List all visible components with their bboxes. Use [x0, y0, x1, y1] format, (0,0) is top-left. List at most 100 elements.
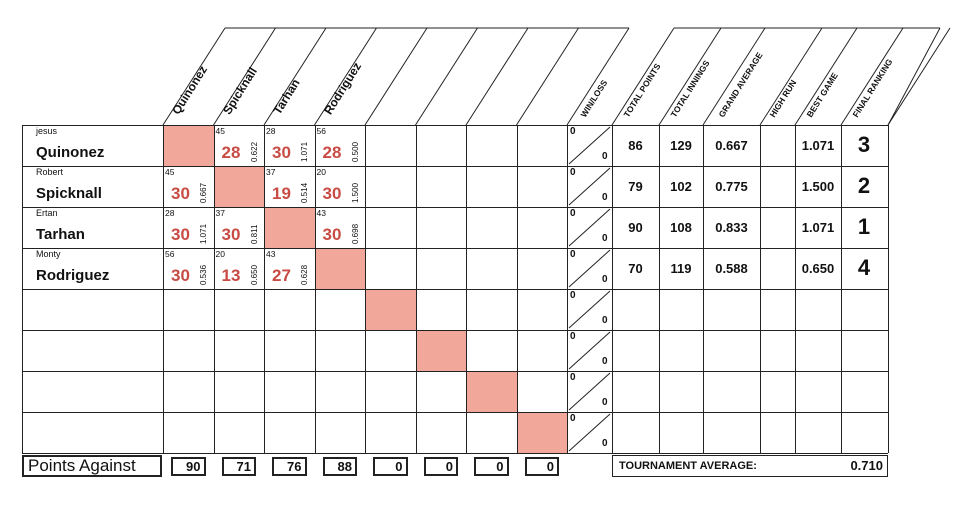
grid-line-h — [22, 248, 888, 249]
game-innings: 45 — [165, 167, 175, 177]
diagonal-cell — [466, 371, 517, 412]
header-slant — [263, 27, 327, 126]
game-average: 1.500 — [350, 182, 360, 203]
grid-line-v — [264, 125, 265, 453]
win-loss-slash — [568, 208, 611, 247]
points-against-value: 71 — [221, 457, 256, 476]
grid-line-h — [22, 166, 888, 167]
game-score: 30 — [171, 184, 190, 203]
grid-line-v — [516, 125, 518, 453]
game-average: 0.698 — [350, 223, 360, 244]
total-points: 70 — [628, 261, 643, 276]
game-innings: 45 — [215, 126, 225, 136]
game-score: 30 — [322, 184, 342, 203]
game-average: 1.071 — [199, 223, 208, 244]
game-score: 13 — [221, 266, 241, 285]
game-innings: 37 — [266, 167, 276, 177]
game-average: 0.514 — [300, 182, 309, 203]
player-first-name: Robert — [36, 167, 64, 177]
game-innings: 56 — [165, 249, 175, 259]
player-last-name: Tarhan — [36, 226, 85, 243]
loss-count: 0 — [602, 356, 608, 367]
loss-count: 0 — [602, 233, 608, 244]
game-average: 1.071 — [300, 141, 309, 162]
game-score: 30 — [272, 143, 291, 162]
grid-line-h — [22, 125, 888, 126]
grid-line-h — [22, 453, 888, 454]
final-ranking: 2 — [857, 173, 871, 198]
game-average: 0.622 — [249, 141, 259, 162]
header-slant — [611, 27, 675, 126]
win-loss-slash — [568, 290, 611, 329]
total-innings: 102 — [670, 179, 692, 194]
total-points: 90 — [628, 220, 643, 235]
header-slant — [516, 27, 579, 126]
total-points: 79 — [628, 179, 643, 194]
header-slant — [887, 27, 941, 126]
grand-average: 0.775 — [715, 179, 748, 194]
grid-line-v — [760, 125, 761, 453]
best-game: 1.500 — [801, 179, 835, 194]
player-last-name: Quinonez — [36, 144, 105, 161]
game-score: 30 — [171, 266, 190, 285]
diagonal-cell — [213, 166, 264, 207]
points-against-value: 76 — [272, 457, 307, 476]
header-slant — [759, 27, 823, 126]
win-count: 0 — [570, 126, 576, 137]
header-slant — [465, 27, 529, 126]
grid-line-v — [415, 125, 417, 453]
header-slant — [162, 27, 226, 126]
points-against-value: 0 — [373, 457, 408, 476]
game-average: 0.628 — [300, 264, 309, 285]
game-innings: 20 — [215, 249, 225, 259]
points-against-value: 90 — [171, 457, 206, 476]
header-slant — [566, 27, 630, 126]
total-innings: 129 — [670, 138, 692, 153]
game-score: 30 — [221, 225, 241, 244]
grid-line-v — [888, 125, 889, 453]
tournament-average-value: 0.710 — [850, 458, 883, 473]
game-score: 27 — [272, 266, 291, 285]
grid-line-v — [703, 125, 704, 453]
diagonal-cell — [415, 330, 466, 371]
final-ranking: 4 — [857, 255, 871, 280]
player-last-name: Rodriguez — [36, 267, 110, 284]
loss-count: 0 — [602, 438, 608, 449]
grid-line-h — [22, 207, 888, 208]
grid-line-h — [22, 371, 888, 372]
grid-line-v — [466, 125, 467, 453]
grid-line-v — [22, 125, 23, 453]
game-score: 28 — [221, 143, 241, 162]
diagonal-cell — [163, 125, 214, 166]
win-loss-slash — [568, 126, 611, 165]
grid-line-v — [567, 125, 568, 453]
player-first-name: Ertan — [36, 208, 58, 218]
grid-line-v — [795, 125, 796, 453]
header-slant — [887, 27, 951, 126]
win-count: 0 — [570, 331, 576, 342]
game-innings: 37 — [215, 208, 225, 218]
loss-count: 0 — [602, 151, 608, 162]
loss-count: 0 — [602, 274, 608, 285]
game-innings: 56 — [316, 126, 326, 136]
grid-line-v — [213, 125, 215, 453]
win-loss-slash — [568, 331, 611, 370]
grid-line-h — [22, 330, 888, 331]
total-points: 86 — [628, 138, 643, 153]
header-slant — [314, 27, 377, 126]
win-loss-slash — [568, 413, 611, 452]
diagonal-cell — [516, 412, 567, 453]
win-count: 0 — [570, 249, 576, 260]
header-slant — [794, 27, 858, 126]
game-score: 30 — [322, 225, 342, 244]
player-first-name: Monty — [36, 249, 61, 259]
grid-line-v — [163, 125, 164, 453]
win-count: 0 — [570, 413, 576, 424]
header-slant — [840, 27, 904, 126]
points-against-value: 88 — [322, 457, 357, 476]
points-against-value: 0 — [474, 457, 509, 476]
final-ranking: 3 — [857, 132, 871, 157]
win-count: 0 — [570, 167, 576, 178]
